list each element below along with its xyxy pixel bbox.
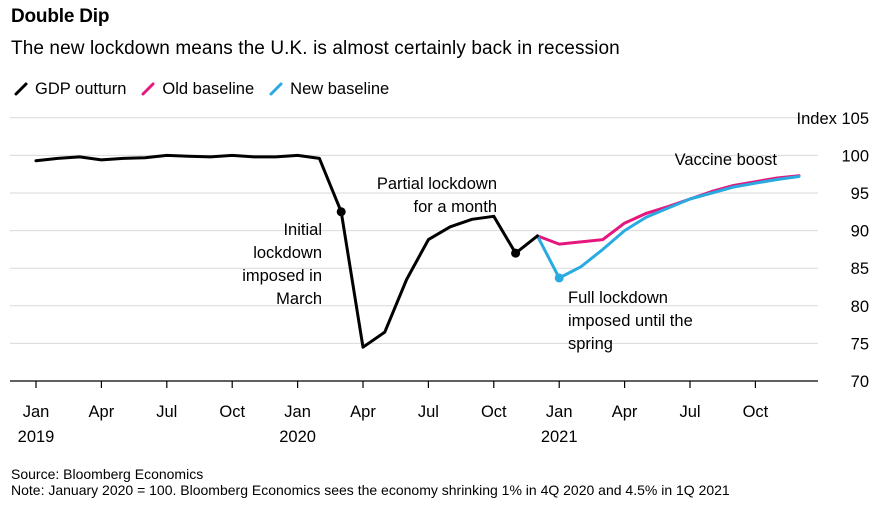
chart-legend: GDP outturn Old baseline New baseline [13,78,403,100]
legend-item-new-baseline: New baseline [268,80,389,99]
annotation-line: spring [568,335,613,353]
annotation-line: lockdown [253,244,322,262]
series-line-new-baseline [535,175,801,280]
x-tick-label: Jan [546,403,573,421]
annotation-line: imposed in [242,267,322,285]
x-tick-label: Jul [156,403,177,421]
x-tick-label: Jul [679,403,700,421]
y-tick-label: 80 [851,298,869,316]
annotation-line: Partial lockdown [377,175,497,193]
y-tick-label: 75 [851,335,869,353]
x-tick-label: Jan [284,403,311,421]
legend-swatch-icon [14,82,28,96]
y-tick-label: 70 [851,373,869,391]
series-line-old-baseline [535,174,801,246]
data-point-marker [336,207,346,217]
chart-subtitle: The new lockdown means the U.K. is almos… [11,38,620,59]
x-tick-label: Apr [89,403,115,421]
y-tick-label: 90 [851,223,869,241]
x-tick-label: Apr [612,403,638,421]
x-tick-label: Apr [350,403,376,421]
x-year-label: 2020 [279,428,316,446]
x-tick-label: Jul [418,403,439,421]
x-year-label: 2021 [541,428,578,446]
footnote: Note: January 2020 = 100. Bloomberg Econ… [11,482,730,498]
series-line-gdp-outturn [34,153,539,349]
y-tick-label: Index 105 [797,110,869,128]
annotation-line: Vaccine boost [675,151,778,169]
legend-label: New baseline [290,79,390,98]
annotation-line: imposed until the [568,312,693,330]
annotation-line: March [276,290,322,308]
data-point-marker [511,248,521,258]
chart-annotation: Vaccine boost [675,151,778,169]
y-tick-label: 95 [851,185,869,203]
y-tick-label: 100 [841,147,869,165]
legend-swatch-icon [141,82,155,96]
chart-annotation: Partial lockdown for a month [377,175,497,216]
legend-item-gdp-outturn: GDP outturn [13,80,126,99]
legend-label: GDP outturn [35,79,127,98]
data-point-marker [554,273,564,283]
y-tick-label: 85 [851,260,869,278]
x-tick-label: Oct [743,403,769,421]
source-note: Source: Bloomberg Economics [11,466,204,482]
legend-label: Old baseline [162,79,255,98]
annotation-line: for a month [414,198,497,216]
chart-annotation: Initial lockdown imposed in March [242,221,322,308]
line-chart: 70 75 80 85 90 95 100 Index 105 Jan 2019 Apr Jul Oct… [10,110,869,446]
x-tick-label: Oct [481,403,507,421]
x-year-label: 2019 [18,428,55,446]
chart-annotation: Full lockdown imposed until the spring [568,289,693,353]
legend-item-old-baseline: Old baseline [140,80,254,99]
legend-swatch-icon [269,82,283,96]
chart-title: Double Dip [11,6,110,27]
x-tick-label: Oct [219,403,245,421]
annotation-line: Initial [283,221,322,239]
x-tick-label: Jan [23,403,50,421]
annotation-line: Full lockdown [568,289,668,307]
